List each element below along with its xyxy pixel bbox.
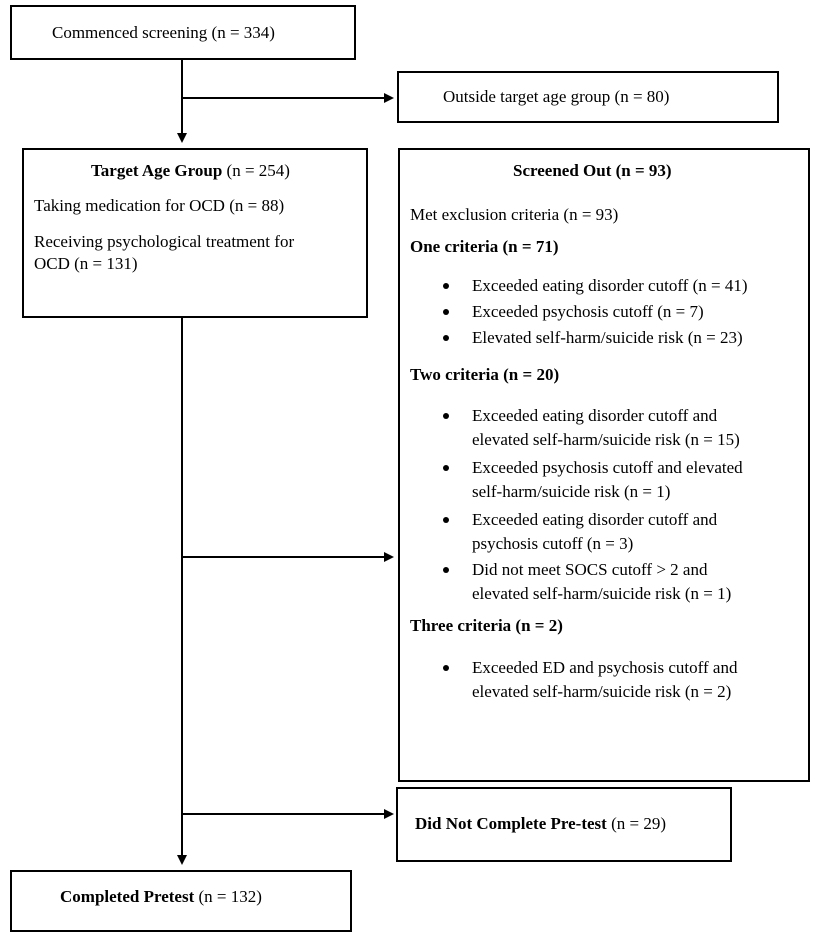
did-not-complete-text: Did Not Complete Pre-test (n = 29): [415, 814, 666, 833]
screened-out-title: Screened Out (n = 93): [513, 161, 672, 180]
bullet-icon: [443, 283, 449, 289]
target-age-group-title: Target Age Group (n = 254): [91, 160, 290, 182]
psych-treatment-line1: Receiving psychological treatment for: [34, 232, 295, 251]
target-age-group-box: Target Age Group (n = 254) Taking medica…: [22, 148, 368, 318]
target-age-group-title-count: (n = 254): [222, 161, 290, 180]
psych-treatment-line2: OCD (n = 131): [34, 254, 138, 273]
three-criteria-heading: Three criteria (n = 2): [410, 616, 563, 635]
outside-age-text: Outside target age group (n = 80): [443, 87, 670, 106]
bullet-icon: [443, 413, 449, 419]
outside-age-box: Outside target age group (n = 80): [397, 71, 779, 123]
met-exclusion-text: Met exclusion criteria (n = 93): [410, 205, 619, 224]
screened-out-box: Screened Out (n = 93) Met exclusion crit…: [398, 148, 810, 782]
bullet-icon: [443, 335, 449, 341]
bullet-icon: [443, 517, 449, 523]
medication-text: Taking medication for OCD (n = 88): [34, 196, 285, 215]
completed-pretest-box: Completed Pretest (n = 132): [10, 870, 352, 932]
completed-pretest-text: Completed Pretest (n = 132): [60, 887, 262, 906]
target-age-group-title-bold: Target Age Group: [91, 161, 223, 180]
bullet-icon: [443, 309, 449, 315]
commenced-screening-box: Commenced screening (n = 334): [10, 5, 356, 60]
one-criteria-heading: One criteria (n = 71): [410, 237, 559, 256]
bullet-icon: [443, 465, 449, 471]
bullet-icon: [443, 665, 449, 671]
bullet-icon: [443, 567, 449, 573]
did-not-complete-box: Did Not Complete Pre-test (n = 29): [396, 787, 732, 862]
two-criteria-heading: Two criteria (n = 20): [410, 365, 560, 384]
commenced-screening-text: Commenced screening (n = 334): [52, 23, 275, 42]
